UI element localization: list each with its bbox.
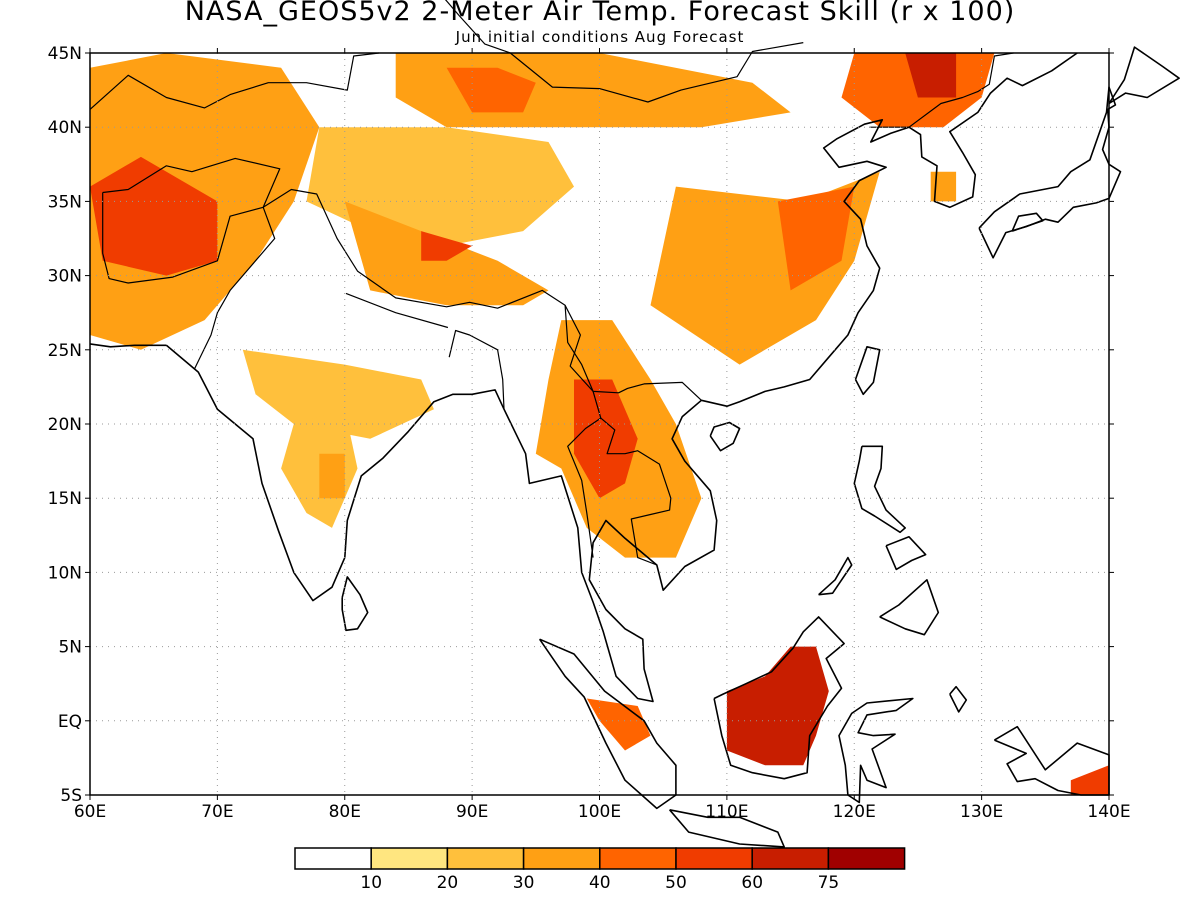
skill-region-mongolia-north-china [395, 53, 791, 128]
colorbar-label: 75 [818, 873, 840, 893]
colorbar-label: 10 [360, 873, 382, 893]
coastline-mindanao [879, 578, 940, 636]
skill-region-south-india-core [319, 453, 345, 499]
coastline-sulawesi [838, 697, 914, 804]
colorbar-label: 60 [741, 873, 763, 893]
lat-tick-label: 20N [48, 415, 82, 435]
lat-tick-label: 5S [60, 786, 82, 806]
border-pak-india [193, 207, 276, 370]
lon-tick-label: 100E [578, 802, 621, 822]
skill-region-korea-japan [930, 171, 957, 202]
coastline-java [668, 809, 786, 848]
coastline-visayas [885, 535, 927, 571]
colorbar-swatch-7 [827, 847, 906, 870]
border-afghan [102, 157, 281, 284]
coastline-shikoku [1011, 212, 1044, 232]
skill-region-northeast-china-core [905, 53, 957, 98]
colorbar-label: 50 [665, 873, 687, 893]
lon-tick-label: 130E [960, 802, 1003, 822]
skill-region-sumatra [586, 698, 651, 751]
border-nepal [345, 292, 449, 329]
border-mongolia [444, 0, 804, 103]
graticule-layer [90, 53, 1109, 795]
colorbar-swatch-2 [446, 847, 525, 870]
lat-tick-label: 10N [48, 563, 82, 583]
lat-tick-label: 45N [48, 44, 82, 64]
lat-tick-label: 40N [48, 118, 82, 138]
coastline-palawan [818, 556, 853, 596]
coastline-sri-lanka [341, 576, 369, 632]
skill-region-central-asia-core [90, 156, 218, 276]
lat-tick-label: 5N [58, 638, 82, 658]
coastline-layer [89, 0, 1180, 848]
lon-tick-label: 80E [329, 802, 361, 822]
coastline-india-coast [165, 52, 1078, 703]
coastline-taiwan [854, 345, 881, 396]
coastline-halmahera [949, 685, 968, 713]
lat-tick-label: 15N [48, 489, 82, 509]
border-kazakh-south [89, 52, 380, 110]
coastline-hokkaido [1108, 46, 1180, 105]
lon-tick-label: 90E [456, 802, 488, 822]
coastline-luzon [853, 445, 907, 534]
axis-labels: 60E 70E 80E 90E 100E 110E 120E 130E 140E 45N 40N 35… [48, 44, 1131, 822]
lon-tick-label: 70E [201, 802, 233, 822]
lat-tick-label: 30N [48, 267, 82, 287]
coastline-kyushu-honshu [978, 86, 1122, 259]
coastline-borneo [713, 616, 845, 780]
skill-region-east-china-core [777, 186, 855, 291]
skill-region-tibet-core [421, 231, 473, 261]
lon-tick-label: 140E [1087, 802, 1130, 822]
coastline-persian-gulf-coast [89, 343, 167, 348]
skill-region-borneo [726, 646, 829, 766]
colorbar-swatch-0 [294, 847, 372, 870]
colorbar-swatch-5 [675, 847, 753, 870]
lon-tick-label: 110E [705, 802, 748, 822]
skill-region-indochina-core [574, 379, 638, 499]
colorbar-swatch-1 [370, 847, 449, 870]
colorbar-swatch-6 [751, 847, 830, 870]
colorbar-swatch-4 [599, 847, 677, 870]
colorbar-swatch-3 [522, 847, 601, 870]
coastline-hainan [709, 421, 741, 452]
colorbar-label: 30 [513, 873, 535, 893]
lat-tick-label: EQ [58, 712, 82, 732]
border-myanmar-thai [564, 305, 602, 558]
border-himalaya [262, 188, 702, 401]
border-china-korea [869, 52, 1014, 128]
skill-region-mongolia-core [446, 67, 536, 113]
colorbar-label: 40 [589, 873, 611, 893]
border-bangladesh [448, 329, 505, 410]
skill-region-new-guinea [1070, 765, 1109, 795]
colorbar: 10 20 30 40 50 60 75 [294, 847, 906, 893]
border-indochina [600, 417, 672, 566]
skill-shading-layer [90, 53, 1109, 795]
map-title: NASA_GEOS5v2 2-Meter Air Temp. Forecast … [184, 0, 1016, 27]
colorbar-label: 20 [437, 873, 459, 893]
lat-tick-label: 25N [48, 341, 82, 361]
lat-tick-label: 35N [48, 192, 82, 212]
skill-region-north-india [242, 349, 434, 439]
skill-region-tibet-north [306, 127, 574, 246]
lon-tick-label: 60E [74, 802, 106, 822]
map-subtitle: Jun initial conditions Aug Forecast [455, 28, 745, 46]
lon-tick-label: 120E [833, 802, 876, 822]
